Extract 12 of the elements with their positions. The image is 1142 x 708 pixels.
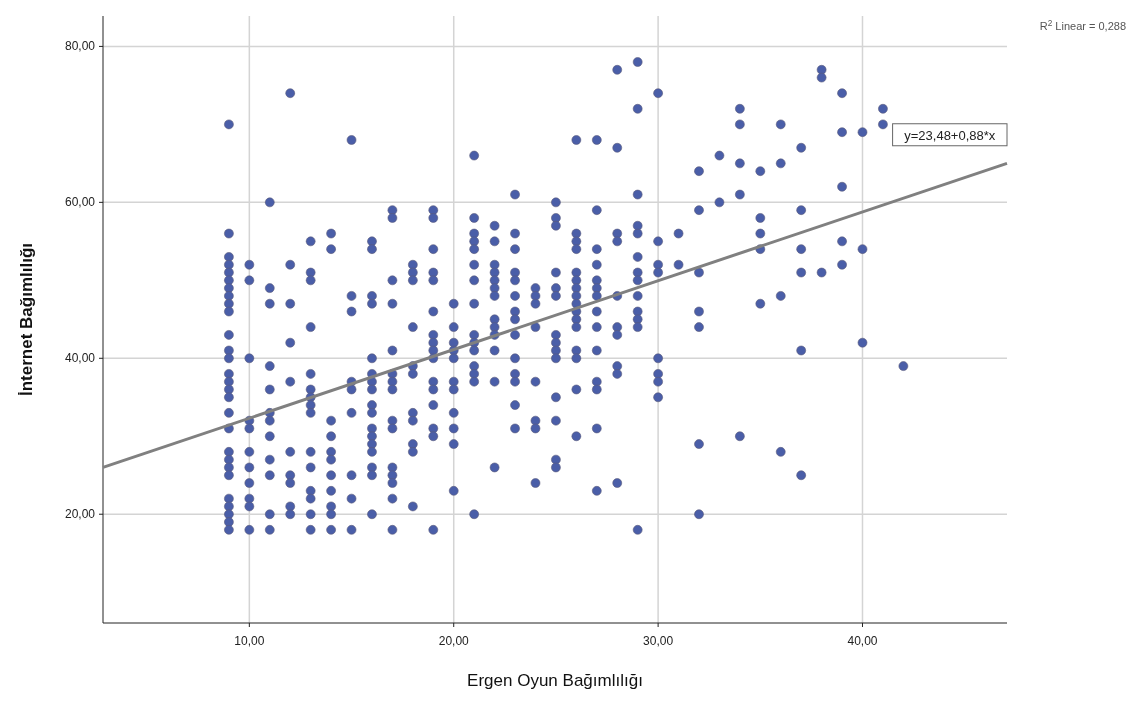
- x-tick-label: 40,00: [847, 634, 878, 648]
- y-tick-label: 20,00: [64, 507, 96, 522]
- x-tick-label: 20,00: [438, 634, 470, 648]
- y-axis-title: İnternet Bağımlılığı: [17, 242, 36, 397]
- y-tick-label: 60,00: [64, 195, 96, 210]
- x-axis-title: Ergen Oyun Bağımlılığı: [467, 671, 643, 690]
- annotation: y=23,48+0,88*x: [904, 127, 996, 143]
- x-tick-label: 30,00: [643, 634, 674, 648]
- y-tick-label: 40,00: [64, 351, 96, 366]
- y-tick-label: 80,00: [64, 39, 96, 54]
- x-tick-label: 10,00: [234, 634, 265, 648]
- text: R$^{2}$ Linear = 0,288: [1039, 18, 1126, 32]
